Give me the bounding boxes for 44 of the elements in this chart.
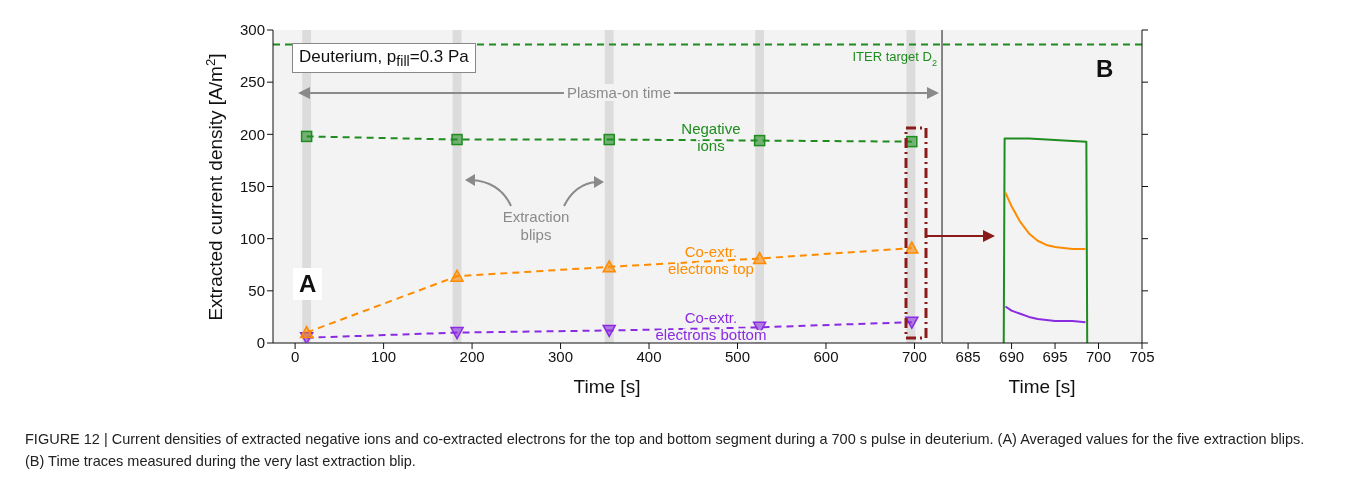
point — [299, 325, 314, 339]
x-tick-label: 695 — [1042, 347, 1068, 365]
point — [450, 326, 464, 340]
x-tick-label: 685 — [955, 347, 981, 365]
point — [602, 260, 616, 273]
ref-line-label: ITER target D$_{2}$ — [852, 48, 937, 68]
x-tick-label: 700 — [1086, 347, 1112, 365]
x-tick-label: 690 — [999, 347, 1025, 365]
point — [905, 241, 919, 254]
annotation: Extraction blips — [501, 208, 571, 244]
x-tick-label: 100 — [371, 347, 397, 365]
y-tick-label: 150 — [239, 177, 265, 195]
x-axis-title: Time [s] — [1008, 376, 1076, 397]
series-label: Negative ions — [681, 120, 741, 155]
y-tick-label: 200 — [239, 125, 265, 143]
point — [450, 269, 464, 282]
x-tick-label: 700 — [901, 347, 927, 365]
y-tick-label: 300 — [239, 21, 265, 39]
point — [753, 134, 766, 147]
caption: FIGURE 12 | Current densities of extracted negative ions and co-extracted electrons for the top and bottom segment during a 700 s pulse in deuterium. (A) Averaged values for the five extraction blips. (B) Time traces measured during the very last extraction blip. — [25, 430, 1306, 471]
annotation: Plasma-on time — [563, 84, 675, 101]
x-tick-label: 300 — [548, 347, 574, 365]
y-tick-label: 250 — [239, 73, 265, 91]
point — [905, 316, 919, 329]
y-tick-label: 50 — [248, 282, 265, 300]
series-label: Co-extr. electrons bottom — [655, 308, 767, 343]
x-tick-label: 0 — [290, 347, 300, 365]
y-tick-label: 100 — [239, 229, 265, 247]
annotation: A — [293, 268, 323, 300]
series-label: Co-extr. electrons top — [668, 242, 754, 277]
x-tick-label: 500 — [724, 347, 751, 365]
point — [602, 324, 616, 338]
annotation: Deuterium, p$_{fill}$=0.3 Pa — [292, 43, 476, 74]
x-tick-label: 705 — [1129, 347, 1155, 365]
point — [300, 130, 313, 143]
point — [451, 133, 463, 146]
x-tick-label: 400 — [636, 347, 662, 365]
y-tick-label: 0 — [256, 334, 265, 352]
point — [603, 133, 615, 146]
annotation: B — [1096, 55, 1114, 83]
x-tick-label: 200 — [459, 347, 485, 365]
x-axis-title: Time [s] — [573, 376, 641, 397]
x-tick-label: 600 — [813, 347, 839, 365]
point — [752, 251, 767, 265]
